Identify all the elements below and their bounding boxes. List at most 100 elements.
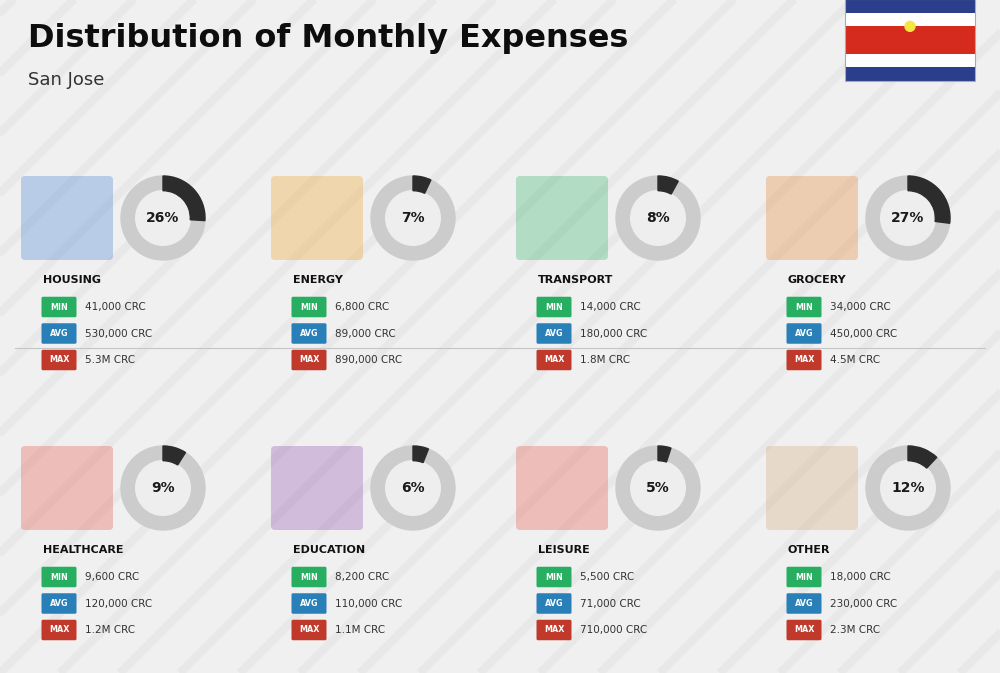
Wedge shape: [866, 446, 950, 530]
Text: 12%: 12%: [891, 481, 925, 495]
FancyBboxPatch shape: [516, 176, 608, 260]
FancyBboxPatch shape: [536, 567, 572, 588]
Text: MAX: MAX: [49, 625, 69, 635]
Text: 450,000 CRC: 450,000 CRC: [830, 328, 897, 339]
Circle shape: [881, 190, 935, 245]
Wedge shape: [413, 176, 431, 193]
Text: ENERGY: ENERGY: [293, 275, 343, 285]
Text: MAX: MAX: [544, 625, 564, 635]
Wedge shape: [616, 446, 700, 530]
Wedge shape: [866, 176, 950, 260]
Text: 180,000 CRC: 180,000 CRC: [580, 328, 647, 339]
Text: HOUSING: HOUSING: [43, 275, 101, 285]
Text: 41,000 CRC: 41,000 CRC: [85, 302, 146, 312]
Text: 34,000 CRC: 34,000 CRC: [830, 302, 891, 312]
Text: 1.2M CRC: 1.2M CRC: [85, 625, 135, 635]
Text: 5%: 5%: [646, 481, 670, 495]
Text: 710,000 CRC: 710,000 CRC: [580, 625, 647, 635]
FancyBboxPatch shape: [766, 446, 858, 530]
Circle shape: [136, 461, 190, 516]
Text: MIN: MIN: [545, 573, 563, 581]
Text: 120,000 CRC: 120,000 CRC: [85, 598, 152, 608]
FancyBboxPatch shape: [786, 594, 822, 614]
Text: 530,000 CRC: 530,000 CRC: [85, 328, 152, 339]
Text: OTHER: OTHER: [788, 545, 830, 555]
Text: 2.3M CRC: 2.3M CRC: [830, 625, 880, 635]
FancyBboxPatch shape: [786, 567, 822, 588]
Text: MIN: MIN: [50, 302, 68, 312]
FancyBboxPatch shape: [786, 323, 822, 344]
Text: 110,000 CRC: 110,000 CRC: [335, 598, 402, 608]
Wedge shape: [908, 446, 937, 468]
Text: MAX: MAX: [544, 355, 564, 365]
Text: 1.1M CRC: 1.1M CRC: [335, 625, 385, 635]
Text: 5.3M CRC: 5.3M CRC: [85, 355, 135, 365]
Text: MAX: MAX: [794, 625, 814, 635]
Text: 9%: 9%: [151, 481, 175, 495]
Text: EDUCATION: EDUCATION: [293, 545, 365, 555]
Text: AVG: AVG: [545, 599, 563, 608]
FancyBboxPatch shape: [291, 350, 326, 370]
Text: MAX: MAX: [49, 355, 69, 365]
FancyBboxPatch shape: [536, 323, 572, 344]
FancyBboxPatch shape: [786, 297, 822, 317]
Wedge shape: [163, 446, 186, 465]
FancyBboxPatch shape: [21, 176, 113, 260]
Circle shape: [136, 190, 190, 245]
FancyBboxPatch shape: [291, 297, 326, 317]
Text: MIN: MIN: [795, 573, 813, 581]
Circle shape: [631, 190, 685, 245]
Wedge shape: [121, 446, 205, 530]
FancyBboxPatch shape: [291, 567, 326, 588]
FancyBboxPatch shape: [845, 26, 975, 54]
FancyBboxPatch shape: [786, 350, 822, 370]
FancyBboxPatch shape: [41, 297, 76, 317]
Circle shape: [631, 461, 685, 516]
FancyBboxPatch shape: [536, 594, 572, 614]
Text: MIN: MIN: [795, 302, 813, 312]
Circle shape: [386, 190, 440, 245]
FancyBboxPatch shape: [41, 323, 76, 344]
Text: 27%: 27%: [891, 211, 925, 225]
Text: AVG: AVG: [300, 329, 318, 338]
Text: 890,000 CRC: 890,000 CRC: [335, 355, 402, 365]
Text: MAX: MAX: [794, 355, 814, 365]
Circle shape: [905, 22, 915, 32]
Text: AVG: AVG: [50, 599, 68, 608]
Text: 18,000 CRC: 18,000 CRC: [830, 572, 891, 582]
Text: MIN: MIN: [300, 302, 318, 312]
Text: 26%: 26%: [146, 211, 180, 225]
FancyBboxPatch shape: [766, 176, 858, 260]
FancyBboxPatch shape: [41, 567, 76, 588]
Text: 8,200 CRC: 8,200 CRC: [335, 572, 389, 582]
Text: 1.8M CRC: 1.8M CRC: [580, 355, 630, 365]
FancyBboxPatch shape: [41, 350, 76, 370]
Circle shape: [386, 461, 440, 516]
Text: 9,600 CRC: 9,600 CRC: [85, 572, 139, 582]
Text: 71,000 CRC: 71,000 CRC: [580, 598, 641, 608]
Text: AVG: AVG: [300, 599, 318, 608]
Text: AVG: AVG: [545, 329, 563, 338]
Wedge shape: [413, 446, 428, 462]
Wedge shape: [163, 176, 205, 221]
Text: MIN: MIN: [300, 573, 318, 581]
Wedge shape: [658, 176, 678, 194]
Text: Distribution of Monthly Expenses: Distribution of Monthly Expenses: [28, 23, 628, 54]
Text: MIN: MIN: [50, 573, 68, 581]
Text: MAX: MAX: [299, 625, 319, 635]
Text: AVG: AVG: [50, 329, 68, 338]
Text: AVG: AVG: [795, 599, 813, 608]
FancyBboxPatch shape: [41, 620, 76, 640]
Text: San Jose: San Jose: [28, 71, 104, 89]
FancyBboxPatch shape: [271, 446, 363, 530]
FancyBboxPatch shape: [536, 297, 572, 317]
FancyBboxPatch shape: [845, 0, 975, 13]
Wedge shape: [121, 176, 205, 260]
FancyBboxPatch shape: [536, 620, 572, 640]
FancyBboxPatch shape: [786, 620, 822, 640]
Text: AVG: AVG: [795, 329, 813, 338]
Text: LEISURE: LEISURE: [538, 545, 590, 555]
Text: MIN: MIN: [545, 302, 563, 312]
Text: HEALTHCARE: HEALTHCARE: [43, 545, 124, 555]
FancyBboxPatch shape: [291, 594, 326, 614]
